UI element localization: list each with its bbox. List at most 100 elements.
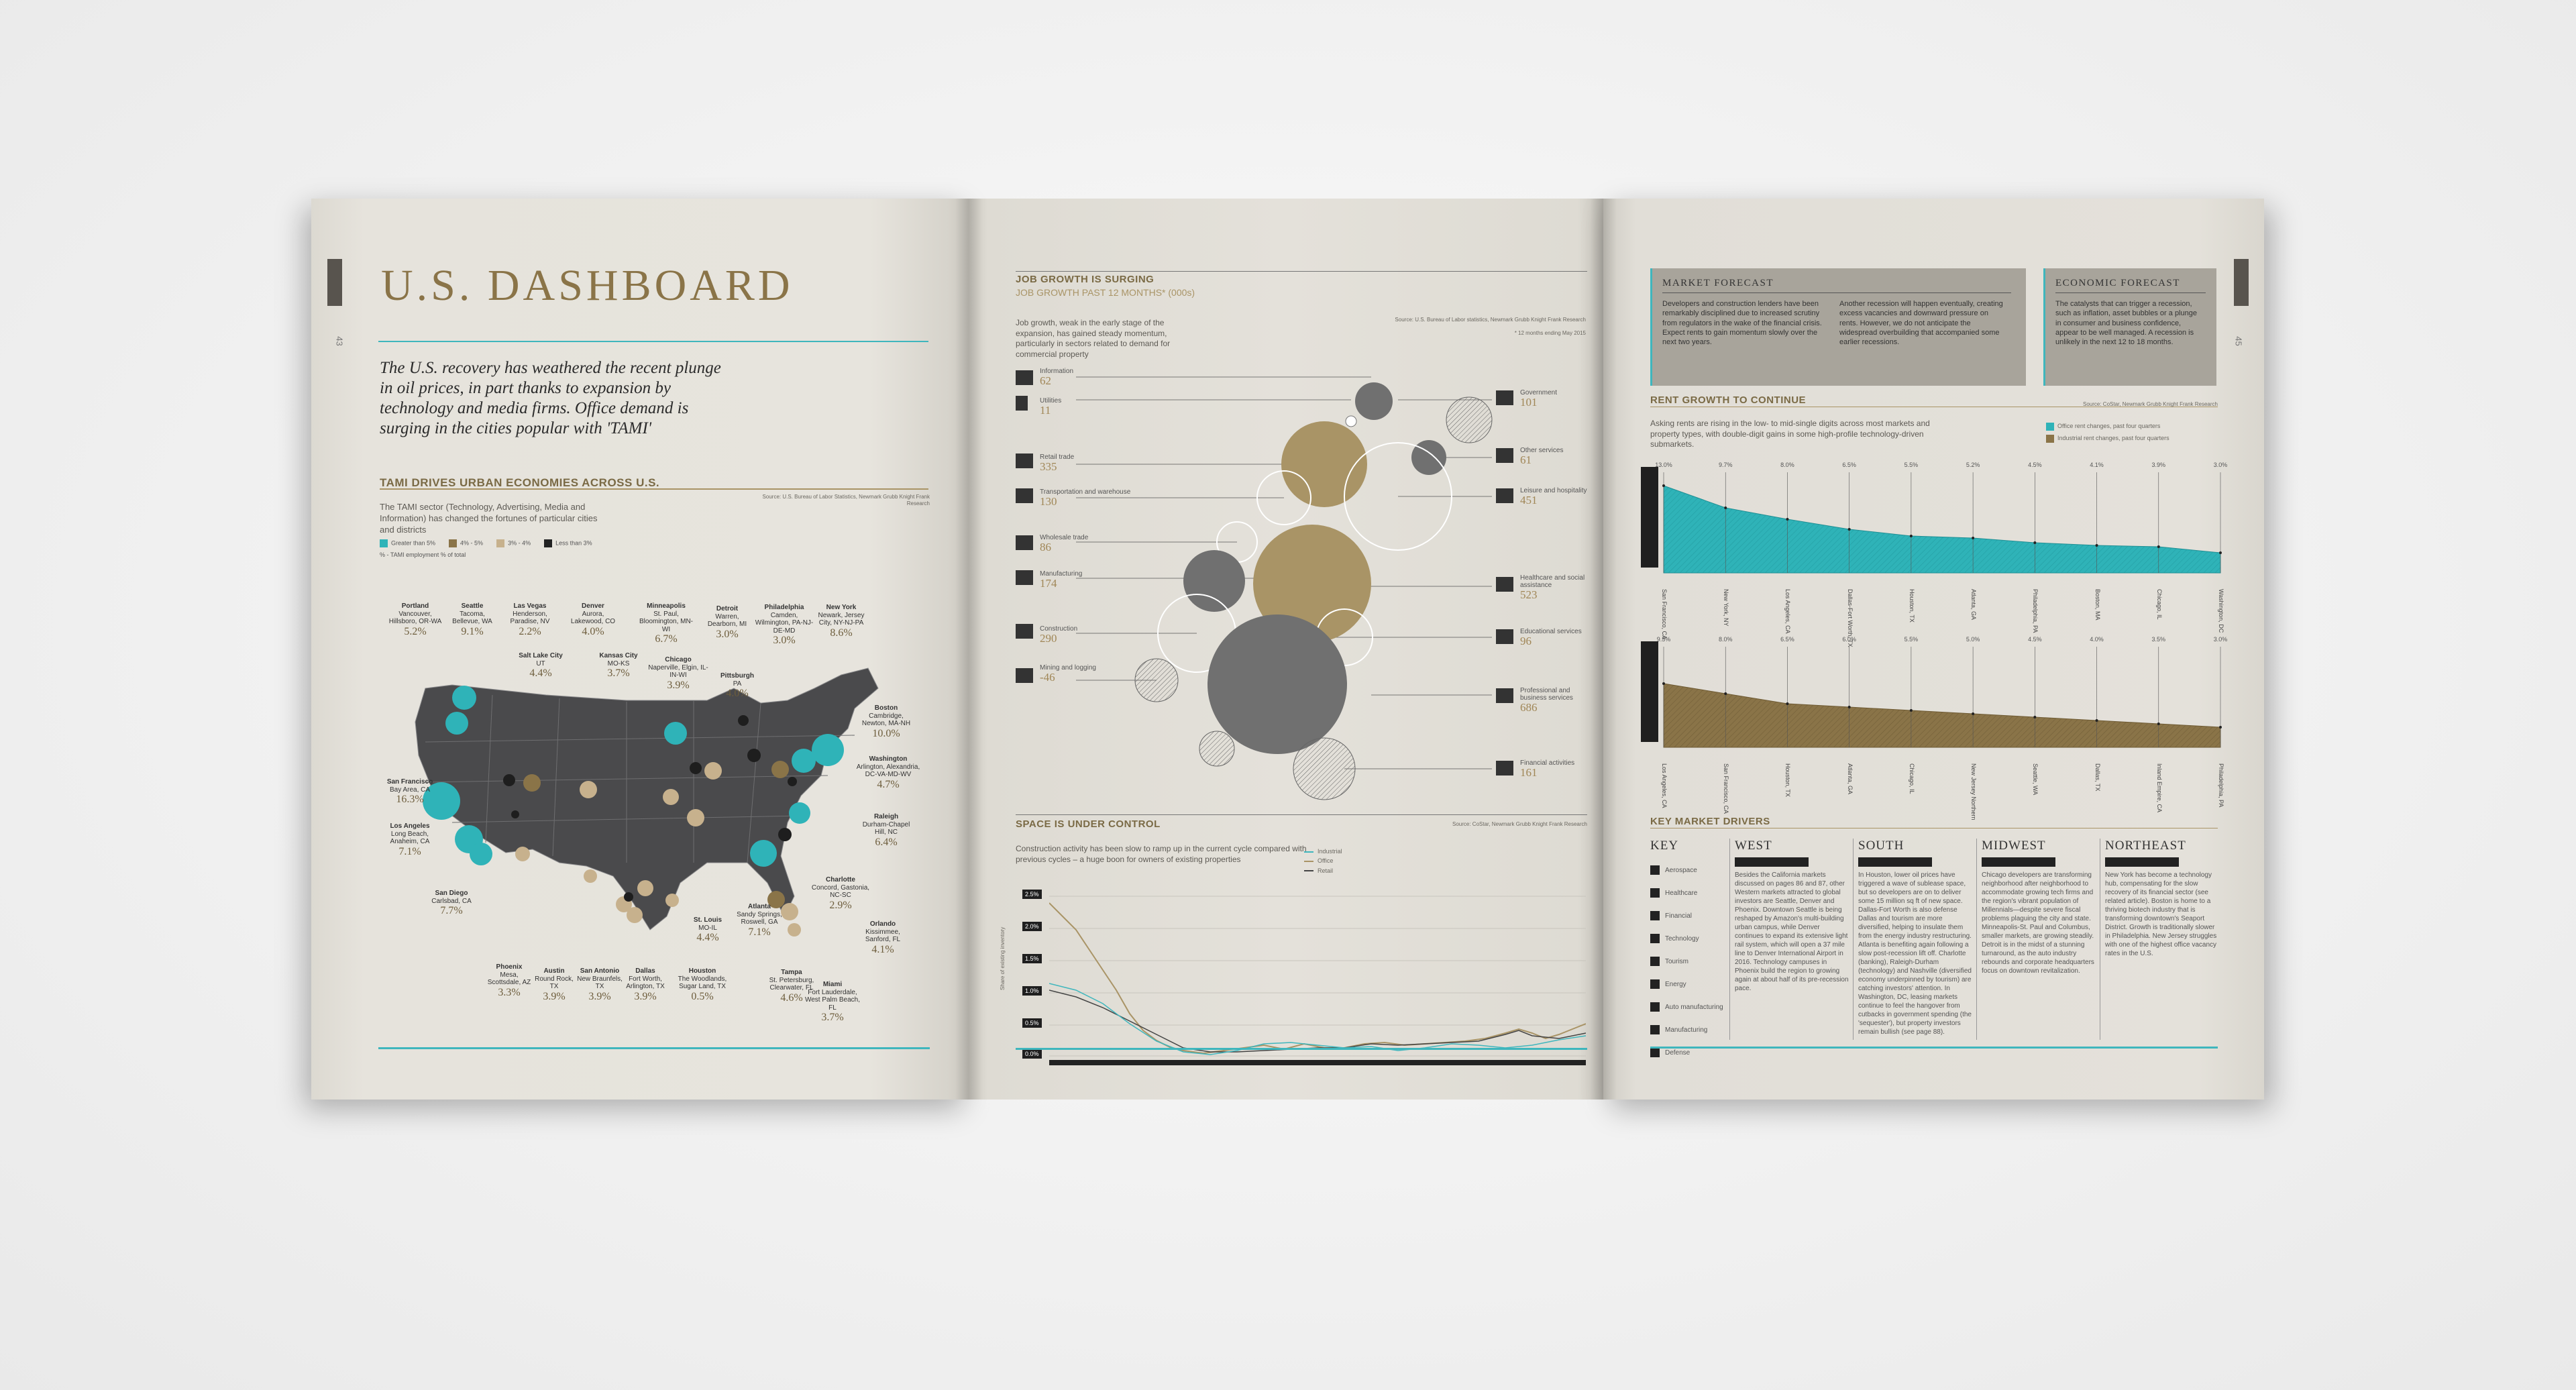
money-bag-icon (1496, 761, 1513, 776)
city-label: New York Newark, Jersey City, NY-NJ-PA 8.6… (818, 604, 865, 639)
rent-point (1847, 528, 1851, 531)
city-label: Kansas City MO-KS 3.7% (599, 652, 638, 679)
middle-page: JOB GROWTH IS SURGING JOB GROWTH PAST 12… (969, 199, 1603, 1100)
city-label: San Antonio New Braunfels, TX 3.9% (577, 967, 623, 1002)
market-forecast-box: MARKET FORECAST Developers and construct… (1650, 268, 2026, 386)
region-title: SOUTH (1858, 839, 1904, 853)
page-tab (2234, 259, 2249, 306)
section-desc: The TAMI sector (Technology, Advertising… (380, 502, 598, 535)
city-label: Charlotte Concord, Gastonia, NC-SC 2.9% (811, 876, 870, 911)
sector-row: Healthcare and social assistance 523 (1520, 574, 1585, 601)
city-label: San Diego Carlsbad, CA 7.7% (431, 890, 472, 916)
rent-point (1662, 484, 1665, 487)
region-icons (1858, 857, 1932, 867)
rent-value-label: 5.5% (1904, 462, 1919, 468)
rent-city-label: Washington, DC (2218, 589, 2224, 633)
rent-value-label: 3.9% (2151, 462, 2166, 468)
rent-value-label: 6.5% (1842, 462, 1856, 468)
rent-value-label: 6.5% (1780, 636, 1794, 643)
y-tick: 1.0% (1022, 986, 1042, 996)
rent-value-label: 6.0% (1842, 636, 1856, 643)
city-label: Boston Cambridge, Newton, MA-NH 10.0% (861, 704, 911, 739)
warning-icon (1496, 448, 1513, 463)
rent-city-label: Chicago, IL (2155, 589, 2163, 620)
region-body: In Houston, lower oil prices have trigge… (1858, 871, 1972, 1036)
city-label: Detroit Warren, Dearborn, MI 3.0% (707, 605, 747, 640)
oil-drop-icon (1650, 979, 1660, 989)
sector-row: Educational services 96 (1520, 628, 1582, 647)
key-item: Healthcare (1650, 881, 1724, 904)
city-label: Salt Lake City UT 4.4% (519, 652, 563, 679)
bottom-rule (1016, 1048, 1587, 1050)
sector-row: Professional and business services 686 (1520, 687, 1573, 714)
bubble-healthcare (1253, 525, 1371, 643)
utilities-icon (1016, 396, 1028, 411)
defense-icon (1650, 1048, 1660, 1057)
key-item: Manufacturing (1650, 1018, 1724, 1041)
rent-city-label: Houston, TX (1784, 763, 1792, 797)
map-dot (627, 907, 643, 923)
mining-cart-icon (1016, 668, 1033, 683)
rent-city-label: Boston, MA (2094, 589, 2101, 621)
information-icon (1016, 370, 1033, 385)
map-dot (690, 762, 702, 774)
right-page: 45 MARKET FORECAST Developers and constr… (1603, 199, 2264, 1100)
rent-point (2033, 541, 2037, 544)
rent-city-label: Philadelphia, PA (2218, 763, 2224, 808)
industrial-rent-chart: 9.5% 8.0% 6.5% 6.0% 5.5% 5.0% 4.5% 4.0% 3.5% 3.0% (1641, 635, 2227, 769)
rent-value-label: 5.2% (1966, 462, 1980, 468)
page-number: 45 (2233, 336, 2244, 346)
bubble-leisure (1344, 442, 1452, 551)
map-dot (704, 762, 722, 780)
map-dot (515, 847, 530, 861)
rent-city-label: New Jersey Northern (1970, 763, 1978, 820)
city-label: Los Angeles Long Beach, Anaheim, CA 7.1% (390, 822, 430, 857)
legend-item: 3% - 4% (496, 539, 531, 547)
space-title: SPACE IS UNDER CONTROL (1016, 818, 1161, 830)
col-divider (1729, 839, 1730, 1040)
market-body-2: Another recession will happen eventually… (1839, 300, 2003, 347)
region-south: SOUTH In Houston, lower oil prices have … (1858, 839, 1972, 1036)
rent-city-label: New York, NY (1723, 589, 1730, 627)
space-line-chart (1049, 896, 1586, 1065)
space-source: Source: CoStar, Newmark Grubb Knight Fra… (1452, 821, 1587, 827)
rent-city-label: San Francisco, CA (1661, 589, 1668, 640)
intro-text: The U.S. recovery has weathered the rece… (380, 359, 721, 437)
rent-value-label: 3.0% (2213, 462, 2228, 468)
office-axis-band (1641, 467, 1658, 568)
ind-axis-band (1641, 641, 1658, 742)
sector-row: Construction 290 (1040, 625, 1078, 645)
key-item: Energy (1650, 973, 1724, 996)
bottom-rule (378, 1047, 930, 1049)
government-icon (1496, 390, 1513, 405)
legend-industrial-rent: Industrial rent changes, past four quart… (2046, 432, 2169, 444)
sector-row: Retail trade 335 (1040, 453, 1075, 473)
map-dot (747, 749, 761, 762)
box-rule (2055, 292, 2206, 293)
rent-title: RENT GROWTH TO CONTINUE (1650, 394, 1807, 406)
map-dot (470, 843, 492, 865)
rent-point (1786, 702, 1789, 705)
industrial-area-svg (1662, 647, 2222, 748)
job-subtitle: JOB GROWTH PAST 12 MONTHS* (000s) (1016, 287, 1195, 298)
page-number: 43 (334, 336, 345, 346)
section-title: TAMI DRIVES URBAN ECONOMIES ACROSS U.S. (380, 476, 660, 489)
market-title: MARKET FORECAST (1662, 278, 1774, 288)
rent-point (1786, 518, 1789, 521)
region-west: WEST Besides the California markets disc… (1735, 839, 1849, 993)
space-legend: Industrial Office Retail (1304, 847, 1342, 875)
sector-row: Manufacturing 174 (1040, 570, 1083, 590)
sector-row: Wholesale trade 86 (1040, 534, 1089, 553)
factory-icon (1650, 1025, 1660, 1034)
retail-series-line (1049, 990, 1586, 1053)
dining-icon (1496, 488, 1513, 503)
rent-point (2033, 716, 2037, 718)
medical-cross-icon (1496, 577, 1513, 592)
rent-city-label: Seattle, WA (2032, 763, 2039, 796)
key-item: Aerospace (1650, 859, 1724, 881)
car-icon (1650, 1002, 1660, 1012)
map-dot (738, 715, 749, 726)
map-dot (664, 722, 687, 745)
rent-point (1972, 537, 1975, 539)
section-source: Source: U.S. Bureau of Labor Statistics,… (762, 494, 930, 506)
